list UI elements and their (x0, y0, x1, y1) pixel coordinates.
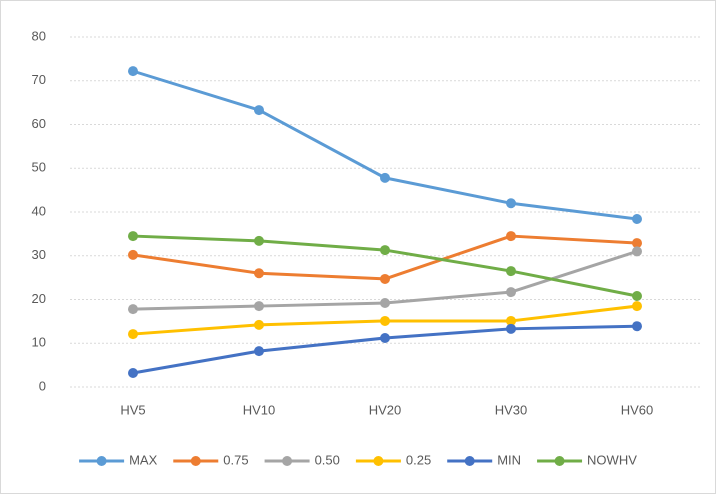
data-point (632, 301, 642, 312)
data-point (128, 329, 138, 340)
data-point (632, 246, 642, 257)
data-point (254, 346, 264, 357)
legend-marker (190, 456, 201, 466)
data-point (380, 315, 390, 326)
data-point (254, 319, 264, 330)
data-point (254, 268, 264, 279)
x-tick-label: HV10 (243, 402, 276, 417)
y-tick-label: 60 (32, 116, 46, 131)
data-point (380, 245, 390, 256)
data-point (632, 291, 642, 301)
data-point (632, 321, 642, 332)
legend-label: 0.50 (315, 452, 340, 467)
y-tick-label: 50 (32, 160, 46, 175)
x-tick-label: HV5 (120, 402, 145, 417)
data-point (506, 198, 516, 209)
data-point (254, 235, 264, 246)
data-point (128, 231, 138, 242)
x-tick-label: HV60 (621, 402, 654, 417)
data-point (128, 66, 138, 77)
data-point (128, 304, 138, 315)
legend-marker (282, 456, 293, 466)
data-point (380, 273, 390, 284)
legend-marker (373, 456, 384, 466)
data-point (380, 333, 390, 343)
legend-marker (464, 456, 475, 466)
y-tick-label: 0 (39, 378, 46, 393)
x-tick-label: HV20 (369, 402, 402, 417)
legend-label: 0.75 (223, 452, 248, 467)
data-point (506, 287, 516, 298)
data-point (632, 238, 642, 249)
data-point (254, 105, 264, 116)
y-tick-label: 20 (32, 291, 46, 306)
legend-marker (554, 456, 565, 466)
legend-label: 0.25 (406, 452, 431, 467)
data-point (128, 249, 138, 260)
data-point (506, 231, 516, 242)
x-tick-label: HV30 (495, 402, 528, 417)
legend-marker (96, 456, 107, 466)
data-point (506, 315, 516, 326)
y-tick-label: 80 (32, 28, 46, 43)
data-point (380, 298, 390, 308)
legend-label: MAX (129, 452, 158, 467)
data-point (632, 214, 642, 224)
legend-label: MIN (497, 452, 521, 467)
data-point (506, 266, 516, 277)
data-point (254, 301, 264, 312)
legend-label: NOWHV (587, 452, 637, 467)
y-tick-label: 40 (32, 203, 46, 218)
y-tick-label: 10 (32, 335, 46, 350)
y-tick-label: 70 (32, 72, 46, 87)
data-point (380, 172, 390, 183)
y-tick-label: 30 (32, 247, 46, 262)
data-point (506, 323, 516, 334)
data-point (128, 368, 138, 378)
